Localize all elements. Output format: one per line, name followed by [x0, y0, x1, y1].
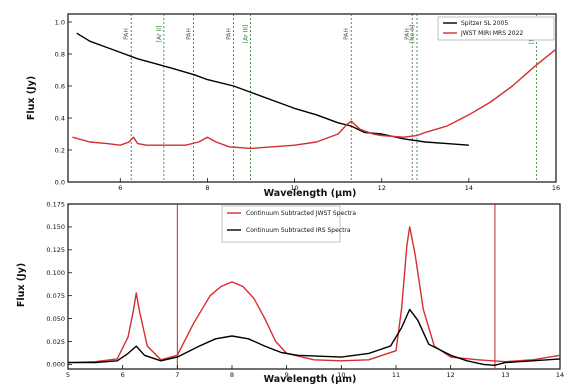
bottom-x-tick-label: 14	[556, 371, 564, 379]
bottom-y-tick-label: 0.100	[46, 269, 65, 277]
top-series-line-1	[72, 48, 557, 150]
top-feature-label: PAH	[343, 28, 350, 40]
top-x-tick-label: 6	[118, 184, 122, 192]
top-x-tick-label: 14	[465, 184, 473, 192]
bottom-x-tick-label: 12	[447, 371, 455, 379]
bottom-x-tick-label: 9	[285, 371, 289, 379]
top-legend-label-spitzer: Spitzer SL 2005	[461, 20, 508, 27]
top-feature-label: [Ar II]	[156, 26, 163, 43]
bottom-x-tick-label: 10	[337, 371, 345, 379]
bottom-feature-lines	[176, 204, 496, 369]
top-series-group	[72, 32, 557, 150]
bottom-x-tick-label: 5	[66, 371, 70, 379]
top-feature-label: [Ar III]	[243, 25, 250, 43]
bottom-x-tick-label: 7	[175, 371, 179, 379]
bottom-legend-label-jwst: Continuum Subtracted JWST Spectra	[246, 210, 356, 217]
bottom-x-tick-label: 11	[392, 371, 400, 379]
top-y-tick-label: 1.0	[55, 18, 65, 26]
top-y-axis-label: Flux (Jy)	[26, 76, 37, 120]
top-y-tick-label: 0.0	[55, 178, 65, 186]
bottom-panel: 5 6 7 8 9 10 11 12 13 14 0.000 0.025 0.050 0.075 0.100…	[16, 200, 564, 385]
bottom-legend-label-irs: Continuum Subtracted IRS Spectra	[246, 227, 351, 234]
top-feature-label: PAH	[123, 28, 130, 40]
bottom-y-tick-label: 0.125	[46, 246, 65, 254]
bottom-y-tick-label: 0.175	[46, 200, 65, 208]
top-x-axis-label: Wavelength (μm)	[264, 188, 357, 199]
top-legend-box	[437, 16, 555, 41]
bottom-legend-box	[221, 205, 341, 243]
top-legend-label-jwst: JWST MIRI MRS 2022	[460, 30, 523, 37]
top-y-tick-label: 0.6	[55, 82, 65, 90]
bottom-series-group	[67, 226, 561, 366]
top-feature-label: PAH	[226, 28, 233, 40]
bottom-x-tick-label: 6	[121, 371, 125, 379]
top-y-tick-label: 0.4	[55, 114, 65, 122]
bottom-y-tick-label: 0.075	[46, 292, 65, 300]
top-plot-frame	[67, 13, 557, 183]
bottom-y-tick-label: 0.150	[46, 223, 65, 231]
top-feature-label: PAH	[404, 28, 411, 40]
bottom-y-tick-label: 0.050	[46, 315, 65, 323]
top-y-tick-label: 0.8	[55, 50, 65, 58]
bottom-series-line-0	[67, 226, 561, 364]
bottom-axis-ticks: 5 6 7 8 9 10 11 12 13 14 0.000 0.025 0.050 0.075 0.100…	[46, 200, 564, 379]
top-legend: Spitzer SL 2005 JWST MIRI MRS 2022	[437, 16, 555, 41]
top-y-tick-label: 0.2	[55, 146, 65, 154]
bottom-x-tick-label: 13	[501, 371, 509, 379]
bottom-y-axis-label: Flux (Jy)	[16, 263, 27, 307]
top-feature-label: [Ne II]	[409, 25, 416, 43]
bottom-x-axis-label: Wavelength (μm)	[264, 374, 357, 385]
top-x-tick-label: 10	[290, 184, 298, 192]
bottom-legend: Continuum Subtracted JWST Spectra Contin…	[221, 205, 356, 243]
bottom-y-tick-label: 0.025	[46, 338, 65, 346]
top-feature-label: PAH	[185, 28, 192, 40]
bottom-y-tick-label: 0.000	[46, 361, 65, 369]
top-series-line-0	[76, 32, 469, 146]
top-x-tick-label: 8	[205, 184, 209, 192]
bottom-series-line-1	[68, 308, 561, 366]
top-axis-ticks: 6 8 10 12 14 16 0.0 0.2 0.4 0.6 0.8 1.0	[55, 18, 560, 192]
bottom-x-tick-label: 8	[230, 371, 234, 379]
top-x-tick-label: 16	[552, 184, 560, 192]
top-x-tick-label: 12	[378, 184, 386, 192]
bottom-plot-frame	[67, 203, 561, 370]
